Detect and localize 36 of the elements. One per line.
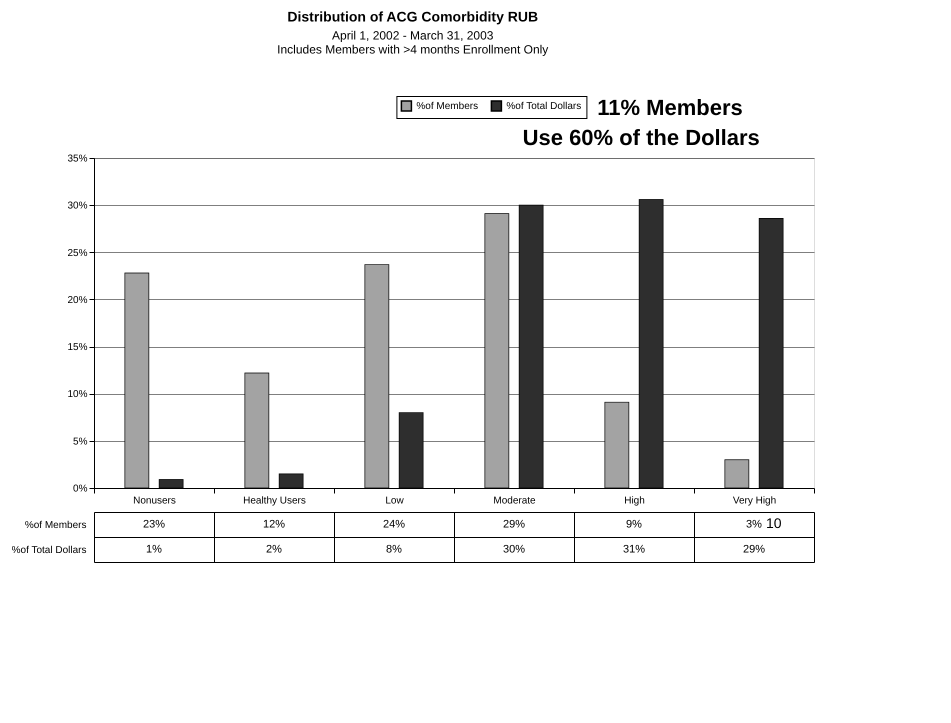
y-tick-label: 10% — [67, 389, 88, 400]
chart-subtitle: April 1, 2002 - March 31, 2003 — [332, 28, 494, 42]
y-tick-label: 15% — [67, 342, 88, 354]
text: Includes Members with >4 months Enrollment Only — [277, 42, 548, 56]
legend-label: %of Members — [416, 101, 478, 112]
data-label: 29% — [742, 544, 766, 556]
data-label: 9% — [626, 518, 642, 530]
text: %of Total Dollars — [12, 545, 86, 556]
data-label: 3% — [746, 518, 762, 530]
data-label: 29% — [502, 518, 526, 530]
text: %of Members — [24, 520, 86, 531]
x-tick-label: Nonusers — [133, 496, 176, 506]
data-label: 12% — [262, 518, 286, 530]
y-tick-label: 20% — [67, 294, 88, 306]
y-tick-label: 5% — [73, 436, 88, 448]
y-tick-label: 0% — [73, 484, 88, 494]
x-tick-label: Very High — [732, 496, 776, 506]
chart-title: Distribution of ACG Comorbidity RUB — [287, 8, 538, 24]
legend-label: %of Total Dollars — [506, 101, 582, 112]
x-tick-label: Healthy Users — [243, 496, 306, 506]
y-tick-label: 35% — [67, 154, 88, 164]
y-tick-label: 30% — [67, 200, 88, 212]
data-label: 2% — [266, 544, 282, 556]
data-label: 23% — [142, 518, 166, 530]
data-label: 30% — [502, 544, 526, 556]
x-tick-label: Moderate — [493, 496, 536, 506]
data-label: 8% — [386, 544, 402, 556]
data-label: 31% — [622, 544, 646, 556]
x-tick-label: Low — [385, 496, 404, 506]
data-label: 24% — [382, 518, 406, 530]
text: 11% Members — [597, 95, 743, 120]
data-label: 1% — [146, 544, 162, 556]
text: 10 — [766, 515, 782, 531]
y-tick-label: 25% — [67, 248, 88, 259]
text: Use 60% of the Dollars — [522, 125, 760, 150]
x-tick-label: High — [624, 496, 645, 506]
